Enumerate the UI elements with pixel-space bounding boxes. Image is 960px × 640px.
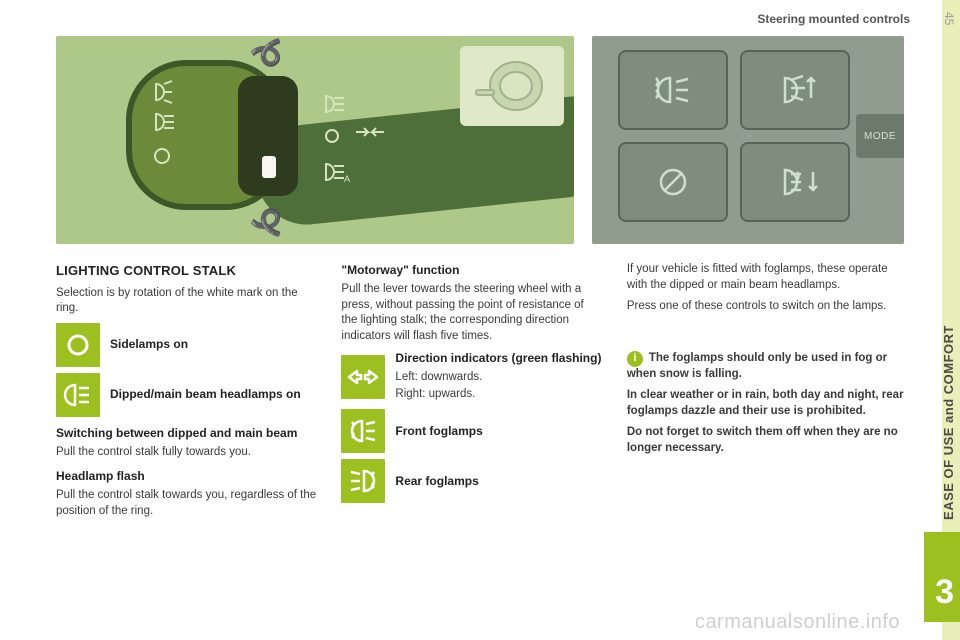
dash-btn-beam-up — [740, 50, 850, 130]
sub-switching: Switching between dipped and main beam — [56, 425, 317, 441]
info-icon: i — [627, 351, 643, 367]
watermark: carmanualsonline.info — [695, 611, 900, 634]
dash-btn-disabled — [618, 142, 728, 222]
running-head: Steering mounted controls — [757, 12, 910, 26]
c3-p2: Press one of these controls to switch on… — [627, 299, 904, 315]
side-tab: 45 EASE OF USE and COMFORT 3 — [924, 0, 960, 640]
stalk-collar — [238, 76, 298, 196]
page-number: 45 — [942, 12, 956, 25]
section-title: LIGHTING CONTROL STALK — [56, 262, 317, 280]
sub-flash: Headlamp flash — [56, 468, 317, 484]
row-direction-indicators: Direction indicators (green flashing) Le… — [341, 350, 602, 403]
direction-indicators-icon — [341, 355, 385, 399]
c3-p1: If your vehicle is fitted with foglamps,… — [627, 262, 904, 293]
c3-p4: Do not forget to switch them off when th… — [627, 425, 904, 456]
sidelamps-icon — [56, 323, 100, 367]
row-dipped-main: Dipped/main beam headlamps on — [56, 373, 317, 417]
dipped-main-label: Dipped/main beam headlamps on — [110, 386, 301, 402]
manual-page: Steering mounted controls — [0, 0, 960, 640]
di-right: Right: upwards. — [395, 387, 601, 403]
switching-text: Pull the control stalk fully towards you… — [56, 445, 317, 461]
rear-fog-label: Rear foglamps — [395, 473, 478, 489]
row-rear-fog: Rear foglamps — [341, 459, 602, 503]
front-fog-label: Front foglamps — [395, 423, 482, 439]
dash-mode-button: MODE — [856, 114, 904, 158]
section-vertical-label: EASE OF USE and COMFORT — [941, 325, 956, 520]
stalk-ring-icons — [146, 74, 216, 190]
c3-p3: In clear weather or in rain, both day an… — [627, 388, 904, 419]
steering-wheel-inset — [460, 46, 564, 126]
content-columns: LIGHTING CONTROL STALK Selection is by r… — [56, 262, 904, 526]
sub-motorway: "Motorway" function — [341, 262, 602, 278]
row-front-fog: Front foglamps — [341, 409, 602, 453]
di-left: Left: downwards. — [395, 370, 601, 386]
column-1: LIGHTING CONTROL STALK Selection is by r… — [56, 262, 317, 526]
dash-btn-rear-fog-down — [740, 142, 850, 222]
column-3: If your vehicle is fitted with foglamps,… — [627, 262, 904, 526]
dash-btn-front-fog — [618, 50, 728, 130]
front-fog-icon — [341, 409, 385, 453]
info-note: iThe foglamps should only be used in fog… — [627, 351, 904, 383]
column-2: "Motorway" function Pull the lever towar… — [341, 262, 602, 526]
info-text: The foglamps should only be used in fog … — [627, 352, 887, 380]
row-sidelamps: Sidelamps on — [56, 323, 317, 367]
sidelamps-label: Sidelamps on — [110, 336, 188, 352]
chapter-number: 3 — [935, 573, 954, 612]
figure-lighting-stalk: A ➰ ➰ — [56, 36, 574, 244]
direction-indicators-label: Direction indicators (green flashing) — [395, 351, 601, 365]
figure-row: A ➰ ➰ — [56, 36, 904, 244]
svg-text:A: A — [344, 174, 350, 184]
stalk-face-icons: A — [320, 90, 400, 197]
dipped-beam-icon — [56, 373, 100, 417]
figure-dashboard-buttons: MODE — [592, 36, 904, 244]
stalk-white-mark — [262, 156, 276, 178]
flash-text: Pull the control stalk towards you, rega… — [56, 488, 317, 519]
intro-text: Selection is by rotation of the white ma… — [56, 286, 317, 317]
rear-fog-icon — [341, 459, 385, 503]
motorway-text: Pull the lever towards the steering whee… — [341, 282, 602, 344]
